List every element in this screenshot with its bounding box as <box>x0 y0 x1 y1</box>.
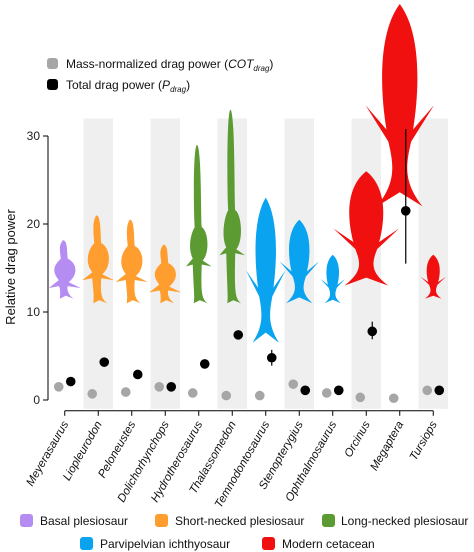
point-cot-tursiops <box>422 385 433 396</box>
point-cot-thalassomedon <box>221 390 232 401</box>
silhouette-dolichorhynchops <box>149 244 182 304</box>
point-cot-liopleurodon <box>87 389 98 399</box>
point-pdrag-ophthalmosaurus <box>333 385 344 396</box>
silhouette-stenopterygius <box>279 219 320 304</box>
legend-swatch-pdrag <box>47 79 58 90</box>
x-tick-label-megaptera: Megaptera <box>368 419 406 473</box>
point-cot-hydrotherosaurus <box>187 388 198 398</box>
x-tick-label-tursiops: Tursiops <box>408 419 440 463</box>
y-tick-label-0: 0 <box>33 393 40 407</box>
legend-swatch-ichthyosaur <box>80 537 93 550</box>
legend-label-ichthyosaur: Parvipelvian ichthyosaur <box>100 537 230 551</box>
point-pdrag-orcinus <box>367 326 378 337</box>
silhouette-temnodontosaurus <box>245 197 286 343</box>
point-pdrag-thalassomedon <box>233 330 244 340</box>
legend-swatch-long-necked <box>322 514 335 527</box>
point-cot-meyerasaurus <box>53 382 64 392</box>
y-tick-label-30: 30 <box>27 129 41 143</box>
silhouette-orcinus <box>333 171 400 286</box>
series-legend: Mass-normalized drag power (COTdrag) Tot… <box>47 57 273 94</box>
legend-swatch-basal <box>20 514 33 527</box>
point-pdrag-hydrotherosaurus <box>199 359 210 369</box>
x-tick-label-orcinus: Orcinus <box>343 419 373 460</box>
silhouette-thalassomedon <box>219 109 246 304</box>
point-pdrag-dolichorhynchops <box>166 382 177 392</box>
legend-label-pdrag: Total drag power (Pdrag) <box>66 78 190 94</box>
point-cot-temnodontosaurus <box>254 390 265 401</box>
group-legend: Basal plesiosaur Short-necked plesiosaur… <box>20 514 468 551</box>
point-pdrag-megaptera <box>400 206 411 216</box>
legend-swatch-cot <box>47 58 58 69</box>
y-axis-label: Relative drag power <box>3 209 18 325</box>
data-marks <box>53 128 445 404</box>
point-pdrag-meyerasaurus <box>65 376 76 387</box>
silhouette-megaptera <box>365 4 434 207</box>
y-tick-label-10: 10 <box>27 305 41 319</box>
point-pdrag-tursiops <box>434 385 445 396</box>
point-cot-ophthalmosaurus <box>321 388 332 398</box>
point-cot-stenopterygius <box>288 379 299 389</box>
point-pdrag-stenopterygius <box>300 385 311 396</box>
point-cot-dolichorhynchops <box>154 382 165 392</box>
silhouette-liopleurodon <box>82 215 115 304</box>
point-cot-peloneustes <box>120 387 131 397</box>
point-pdrag-liopleurodon <box>99 357 110 367</box>
legend-swatch-cetacean <box>262 537 275 550</box>
silhouette-ophthalmosaurus <box>320 254 345 304</box>
y-tick-label-20: 20 <box>27 217 41 231</box>
silhouette-hydrotherosaurus <box>185 144 212 304</box>
silhouette-meyerasaurus <box>48 240 81 299</box>
silhouette-peloneustes <box>115 219 148 304</box>
point-cot-megaptera <box>388 393 399 404</box>
legend-label-short-necked: Short-necked plesiosaur <box>175 514 304 528</box>
legend-label-cetacean: Modern cetacean <box>282 537 375 551</box>
silhouettes <box>48 4 446 343</box>
legend-label-long-necked: Long-necked plesiosaur <box>341 514 468 528</box>
legend-label-cot: Mass-normalized drag power (COTdrag) <box>66 57 273 73</box>
point-cot-orcinus <box>355 392 366 403</box>
point-pdrag-temnodontosaurus <box>266 352 277 363</box>
silhouette-tursiops <box>420 254 446 299</box>
legend-swatch-short-necked <box>155 514 168 527</box>
legend-label-basal: Basal plesiosaur <box>40 514 128 528</box>
point-pdrag-peloneustes <box>132 369 143 380</box>
